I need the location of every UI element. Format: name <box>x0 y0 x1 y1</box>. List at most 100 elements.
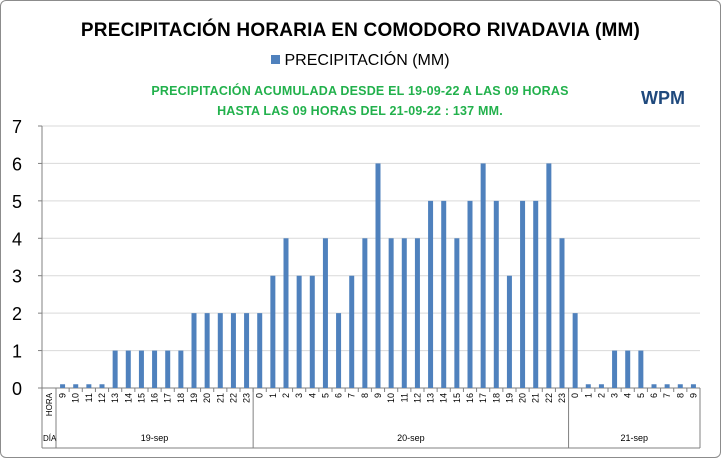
day-label: 21-sep <box>621 433 649 443</box>
x-tick-label: 14 <box>439 393 449 403</box>
x-tick-label: 21 <box>215 393 225 403</box>
legend-label: PRECIPITACIÓN (MM) <box>284 52 450 69</box>
y-tick-label: 1 <box>12 342 22 362</box>
bar <box>441 200 447 388</box>
bar <box>152 350 158 388</box>
x-tick-label: 3 <box>610 393 620 398</box>
bar <box>283 238 289 388</box>
x-tick-label: 19 <box>504 393 514 403</box>
x-tick-label: 13 <box>426 393 436 403</box>
x-tick-label: 22 <box>228 393 238 403</box>
bar <box>559 238 565 388</box>
x-tick-label: 10 <box>386 393 396 403</box>
bar <box>112 350 118 388</box>
bar <box>493 200 499 388</box>
x-tick-label: 23 <box>557 393 567 403</box>
accumulated-note-line-1: PRECIPITACIÓN ACUMULADA DESDE EL 19-09-2… <box>151 84 569 98</box>
bar <box>217 313 223 388</box>
bar <box>454 238 460 388</box>
bar <box>375 163 381 388</box>
bar <box>428 200 434 388</box>
bar <box>270 275 276 388</box>
bar <box>598 384 604 388</box>
bar <box>362 238 368 388</box>
x-tick-label: 17 <box>478 393 488 403</box>
x-tick-label: 1 <box>583 393 593 398</box>
y-tick-label: 3 <box>12 267 22 287</box>
x-tick-label: 18 <box>176 393 186 403</box>
bar <box>677 384 683 388</box>
bar <box>638 350 644 388</box>
x-tick-label: 20 <box>202 393 212 403</box>
bar <box>138 350 144 388</box>
x-tick-label: 6 <box>334 393 344 398</box>
x-tick-label: 9 <box>58 393 68 398</box>
y-tick-label: 4 <box>12 229 22 249</box>
x-tick-label: 0 <box>570 393 580 398</box>
bar <box>467 200 473 388</box>
hour-axis-label: HORA <box>45 392 54 416</box>
bar <box>349 275 355 388</box>
bar <box>99 384 105 388</box>
y-tick-label: 0 <box>12 379 22 399</box>
day-label: 20-sep <box>397 433 425 443</box>
bar <box>191 313 197 388</box>
x-tick-label: 1 <box>268 393 278 398</box>
bar <box>480 163 486 388</box>
bar <box>309 275 315 388</box>
chart-title: PRECIPITACIÓN HORARIA EN COMODORO RIVADA… <box>80 20 641 41</box>
bar <box>533 200 539 388</box>
x-tick-label: 5 <box>636 393 646 398</box>
accumulated-note-line-2: HASTA LAS 09 HORAS DEL 21-09-22 : 137 MM… <box>217 104 503 118</box>
x-tick-label: 19 <box>189 393 199 403</box>
bar <box>414 238 420 388</box>
x-tick-label: 6 <box>649 393 659 398</box>
x-tick-label: 0 <box>255 393 265 398</box>
bar <box>612 350 618 388</box>
x-tick-label: 17 <box>163 393 173 403</box>
x-tick-label: 4 <box>307 393 317 398</box>
x-tick-label: 9 <box>688 393 698 398</box>
bar <box>546 163 552 388</box>
x-tick-label: 16 <box>150 393 160 403</box>
y-tick-label: 7 <box>12 117 22 137</box>
x-tick-label: 12 <box>412 393 422 403</box>
x-tick-label: 7 <box>347 393 357 398</box>
bar <box>520 200 526 388</box>
bar <box>388 238 394 388</box>
x-tick-label: 4 <box>623 393 633 398</box>
brand-logo-text: WPM <box>641 88 685 108</box>
x-tick-label: 23 <box>242 393 252 403</box>
x-tick-label: 15 <box>136 393 146 403</box>
x-tick-label: 15 <box>452 393 462 403</box>
x-tick-label: 13 <box>110 393 120 403</box>
x-tick-label: 8 <box>675 393 685 398</box>
bar <box>257 313 263 388</box>
x-tick-label: 5 <box>320 393 330 398</box>
y-tick-label: 6 <box>12 154 22 174</box>
bar <box>401 238 407 388</box>
x-tick-label: 14 <box>123 393 133 403</box>
x-tick-label: 2 <box>281 393 291 398</box>
x-tick-label: 16 <box>465 393 475 403</box>
x-tick-label: 22 <box>544 393 554 403</box>
bar <box>230 313 236 388</box>
bar <box>690 384 696 388</box>
x-tick-label: 7 <box>662 393 672 398</box>
bar <box>244 313 250 388</box>
x-tick-label: 9 <box>373 393 383 398</box>
x-tick-label: 10 <box>71 393 81 403</box>
legend: PRECIPITACIÓN (MM) <box>0 52 721 70</box>
bar <box>322 238 328 388</box>
x-tick-label: 20 <box>518 393 528 403</box>
x-tick-label: 8 <box>360 393 370 398</box>
bar <box>296 275 302 388</box>
bar <box>664 384 670 388</box>
bar <box>73 384 79 388</box>
y-tick-label: 2 <box>12 304 22 324</box>
x-tick-label: 11 <box>399 393 409 402</box>
x-tick-label: 12 <box>97 393 107 403</box>
bar <box>178 350 184 388</box>
